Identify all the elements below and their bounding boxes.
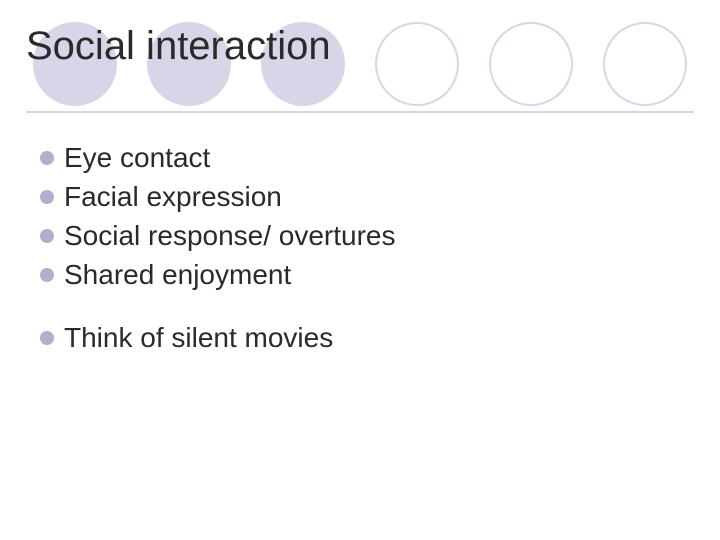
bullet-text: Facial expression xyxy=(64,179,282,214)
circle-decoration xyxy=(375,22,459,106)
slide-title: Social interaction xyxy=(26,24,331,68)
title-underline xyxy=(26,111,694,113)
bullet-item: Eye contact xyxy=(40,140,660,175)
bullet-dot-icon xyxy=(40,268,54,282)
bullet-item: Facial expression xyxy=(40,179,660,214)
bullet-group: Think of silent movies xyxy=(40,320,660,355)
bullet-group: Eye contact Facial expression Social res… xyxy=(40,140,660,292)
circle-decoration xyxy=(489,22,573,106)
circle-decoration xyxy=(603,22,687,106)
bullet-item: Social response/ overtures xyxy=(40,218,660,253)
bullet-dot-icon xyxy=(40,151,54,165)
bullet-text: Shared enjoyment xyxy=(64,257,291,292)
bullet-dot-icon xyxy=(40,331,54,345)
bullet-text: Social response/ overtures xyxy=(64,218,396,253)
bullet-dot-icon xyxy=(40,190,54,204)
bullet-dot-icon xyxy=(40,229,54,243)
bullet-item: Think of silent movies xyxy=(40,320,660,355)
bullet-item: Shared enjoyment xyxy=(40,257,660,292)
slide: Social interaction Eye contact Facial ex… xyxy=(0,0,720,540)
bullet-text: Think of silent movies xyxy=(64,320,333,355)
slide-content: Eye contact Facial expression Social res… xyxy=(40,140,660,383)
bullet-text: Eye contact xyxy=(64,140,210,175)
